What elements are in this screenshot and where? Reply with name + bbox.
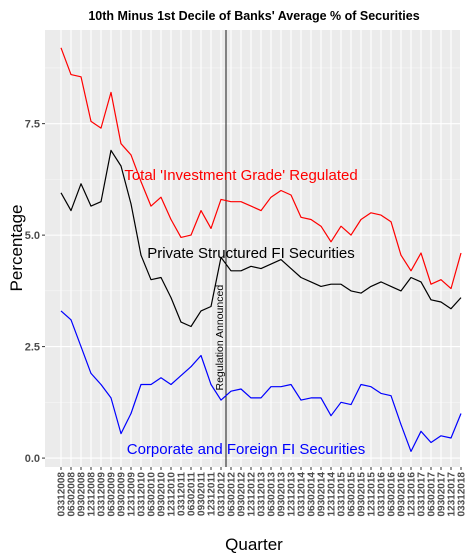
regulation-line-layer: Regulation Announced — [214, 30, 227, 467]
y-tick-label: 0.0 — [25, 453, 40, 465]
x-tick-label: 06302016 — [387, 472, 398, 517]
regulation-label: Regulation Announced — [214, 285, 226, 391]
x-tick-label: 03312010 — [137, 472, 148, 517]
x-tick-label: 03312015 — [337, 472, 348, 517]
x-tick-label: 03312012 — [217, 472, 228, 517]
annotations: Total 'Investment Grade' Regulated Privat… — [124, 167, 365, 458]
x-tick-label: 09302013 — [277, 472, 288, 517]
y-axis-ticks: 0.0 2.5 5.0 7.5 — [25, 119, 45, 465]
x-tick-label: 03312011 — [177, 472, 188, 516]
x-tick-label: 03312014 — [297, 472, 308, 517]
series-line-3 — [60, 310, 462, 452]
x-axis-title: Quarter — [225, 535, 283, 554]
x-tick-label: 09302016 — [397, 472, 408, 517]
x-tick-label: 06302012 — [227, 472, 238, 517]
x-tick-label: 09302009 — [117, 472, 128, 517]
y-tick-label: 2.5 — [25, 342, 40, 354]
x-tick-label: 12312015 — [367, 472, 378, 517]
x-axis-ticks: 03312008 06302008 09302008 12312008 03312009… — [57, 467, 465, 517]
y-axis-title: Percentage — [7, 205, 26, 292]
series-layer — [60, 47, 462, 452]
x-tick-label: 12312009 — [127, 472, 138, 517]
x-tick-label: 09302014 — [317, 472, 328, 517]
x-tick-label: 12312011 — [207, 472, 218, 516]
y-tick-label: 7.5 — [25, 119, 40, 131]
x-tick-label: 12312017 — [447, 472, 458, 517]
x-tick-label: 03312016 — [377, 472, 388, 517]
x-tick-label: 06302015 — [347, 472, 358, 517]
grid — [45, 30, 462, 467]
x-tick-label: 03312013 — [257, 472, 268, 517]
y-tick-label: 5.0 — [25, 230, 40, 242]
x-tick-label: 09302011 — [197, 472, 208, 516]
series-line-1 — [60, 47, 462, 290]
x-tick-label: 09302017 — [437, 472, 448, 517]
x-tick-label: 06302014 — [307, 472, 318, 517]
x-tick-label: 03312008 — [57, 472, 68, 517]
x-tick-label: 12312014 — [327, 472, 338, 517]
series-annotation-3: Corporate and Foreign FI Securities — [127, 441, 365, 458]
x-tick-label: 06302013 — [267, 472, 278, 517]
x-tick-label: 06302011 — [187, 472, 198, 516]
x-tick-label: 06302010 — [147, 472, 158, 517]
series-line-2 — [60, 149, 462, 328]
x-tick-label: 06302017 — [427, 472, 438, 517]
x-tick-label: 12312012 — [247, 472, 258, 517]
series-annotation-1: Total 'Investment Grade' Regulated — [124, 167, 357, 184]
x-tick-label: 09302010 — [157, 472, 168, 517]
x-tick-label: 12312008 — [87, 472, 98, 517]
x-tick-label: 09302012 — [237, 472, 248, 517]
x-tick-label: 03312018 — [457, 472, 465, 517]
x-tick-label: 09302008 — [77, 472, 88, 517]
x-tick-label: 12312016 — [407, 472, 418, 517]
x-tick-label: 12312010 — [167, 472, 178, 517]
x-tick-label: 03312017 — [417, 472, 428, 517]
series-annotation-2: Private Structured FI Securities — [147, 245, 355, 262]
x-tick-label: 12312013 — [287, 472, 298, 517]
x-tick-label: 06302008 — [67, 472, 78, 517]
x-tick-label: 06302009 — [107, 472, 118, 517]
x-tick-label: 03312009 — [97, 472, 108, 517]
x-tick-label: 09302015 — [357, 472, 368, 517]
chart-title: 10th Minus 1st Decile of Banks' Average … — [88, 9, 419, 23]
